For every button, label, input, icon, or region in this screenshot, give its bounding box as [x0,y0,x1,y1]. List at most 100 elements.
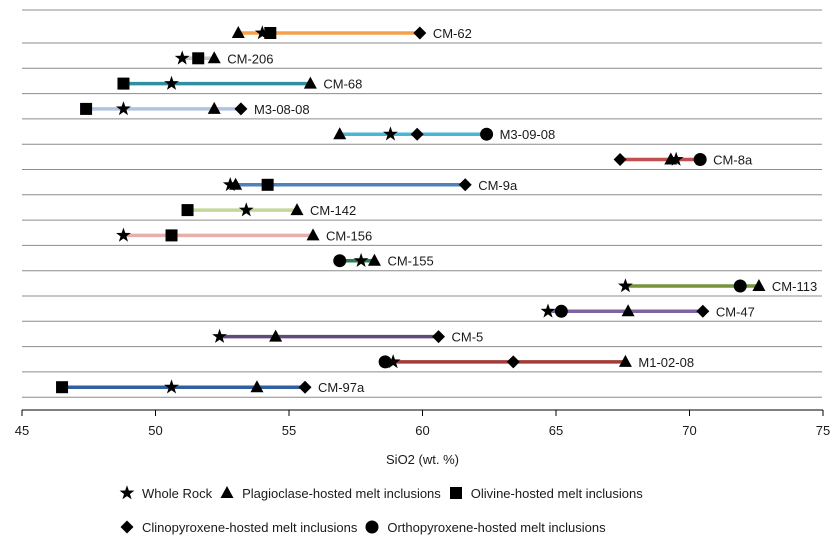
plagioclase-marker [303,76,317,89]
sample-row-cm-9a: CM-9a [222,177,518,193]
triangle-symbol [220,486,234,498]
plagioclase-marker [207,51,221,64]
olivine-marker [192,52,205,65]
orthopyroxene-marker [554,304,568,318]
gridlines [22,9,822,398]
sample-label: CM-156 [326,228,372,243]
legend-label: Whole Rock [142,485,213,501]
clinopyroxene-marker [432,330,446,344]
star-symbol [119,485,135,500]
whole-rock-marker [353,252,369,268]
olivine-marker [165,229,178,242]
plagioclase-marker [618,354,632,367]
orthopyroxene-marker [333,254,347,268]
circle-symbol [365,520,379,534]
sample-row-cm-142: CM-142 [181,202,356,218]
diamond-symbol [120,520,134,534]
whole-rock-marker [238,202,254,217]
clinopyroxene-marker [458,178,472,192]
sample-row-m3-09-08: M3-09-08 [333,126,555,142]
clinopyroxene-marker [298,380,312,394]
sample-label: CM-206 [227,51,273,66]
orthopyroxene-marker [693,153,707,166]
legend-item-olivine: Olivine-hosted melt inclusions [447,484,643,502]
square-icon [449,487,462,499]
sample-row-cm-206: CM-206 [174,50,273,66]
whole-rock-marker [164,379,179,394]
whole-rock-marker [116,227,131,242]
x-tick-label: 50 [148,423,162,438]
olivine-marker [181,204,194,217]
x-axis: 45 50 55 60 65 70 75 SiO2 (wt. %) [15,409,830,467]
sample-label: M1-02-08 [638,355,694,370]
whole-rock-marker [540,303,556,318]
whole-rock-marker [164,75,179,90]
sample-label: CM-155 [387,254,433,269]
sample-row-cm-113: CM-113 [618,278,817,294]
whole-rock-marker [222,177,238,192]
whole-rock-marker [668,151,684,166]
sample-label: CM-5 [452,330,484,345]
legend-item-whole-rock: Whole Rock [118,484,212,502]
plagioclase-marker [250,380,264,393]
olivine-marker [264,27,277,39]
clinopyroxene-marker [413,26,427,40]
sample-row-m1-02-08: M1-02-08 [378,354,694,370]
legend-label: Plagioclase-hosted melt inclusions [242,485,441,501]
whole-rock-marker [383,126,398,141]
whole-rock-marker [385,354,401,369]
legend-label: Clinopyroxene-hosted melt inclusions [142,519,358,535]
sample-label: CM-68 [323,77,362,92]
olivine-marker [80,102,93,115]
x-tick-label: 70 [682,423,696,438]
legend-label: Olivine-hosted melt inclusions [470,485,643,501]
orthopyroxene-marker [378,355,392,369]
x-axis-title: SiO2 (wt. %) [386,452,459,467]
whole-rock-marker [254,25,270,40]
legend-item-orthopyroxene: Orthopyroxene-hosted melt inclusions [363,518,606,536]
sample-label: M3-08-08 [254,102,310,117]
plagioclase-marker [367,253,381,266]
clinopyroxene-marker [613,153,627,166]
olivine-marker [56,381,69,394]
sample-row-cm-5: CM-5 [212,328,484,345]
diamond-icon [120,520,134,534]
sample-row-cm-47: CM-47 [540,303,755,319]
clinopyroxene-marker [234,102,248,116]
sample-label: CM-142 [310,203,356,218]
sample-label: CM-97a [318,380,365,395]
sample-label: CM-9a [478,178,518,193]
legend-item-clinopyroxene: Clinopyroxene-hosted melt inclusions [118,518,357,536]
sample-row-cm-156: CM-156 [116,227,372,243]
x-tick-label: 60 [415,423,429,438]
sample-row-cm-62: CM-62 [231,25,472,41]
plagioclase-marker [333,127,347,140]
triangle-icon [220,486,234,498]
sample-row-cm-97a: CM-97a [56,379,365,395]
legend-row-2: Clinopyroxene-hosted melt inclusions Orth… [118,518,612,536]
sample-row-cm-68: CM-68 [117,75,362,92]
plagioclase-marker [229,177,243,190]
plagioclase-marker [269,329,283,342]
clinopyroxene-marker [506,355,520,369]
olivine-marker [117,77,130,90]
sample-row-cm-8a: CM-8a [613,151,753,168]
legend-label: Orthopyroxene-hosted melt inclusions [387,519,606,535]
whole-rock-marker [116,101,131,116]
clinopyroxene-marker [696,304,710,318]
x-tick-label: 55 [282,423,296,438]
plagioclase-marker [290,203,304,216]
sample-label: CM-8a [713,153,753,168]
whole-rock-marker [174,50,190,65]
x-tick-label: 75 [816,423,830,438]
sample-row-cm-155: CM-155 [333,252,434,269]
sample-row-m3-08-08: M3-08-08 [80,101,310,117]
plagioclase-marker [621,304,635,317]
x-tick-label: 65 [549,423,563,438]
sample-label: CM-113 [772,279,817,294]
sample-label: CM-62 [433,26,472,41]
olivine-marker [261,178,274,191]
legend-row-1: Whole Rock Plagioclase-hosted melt inclus… [118,484,649,502]
plagioclase-marker [207,101,221,114]
